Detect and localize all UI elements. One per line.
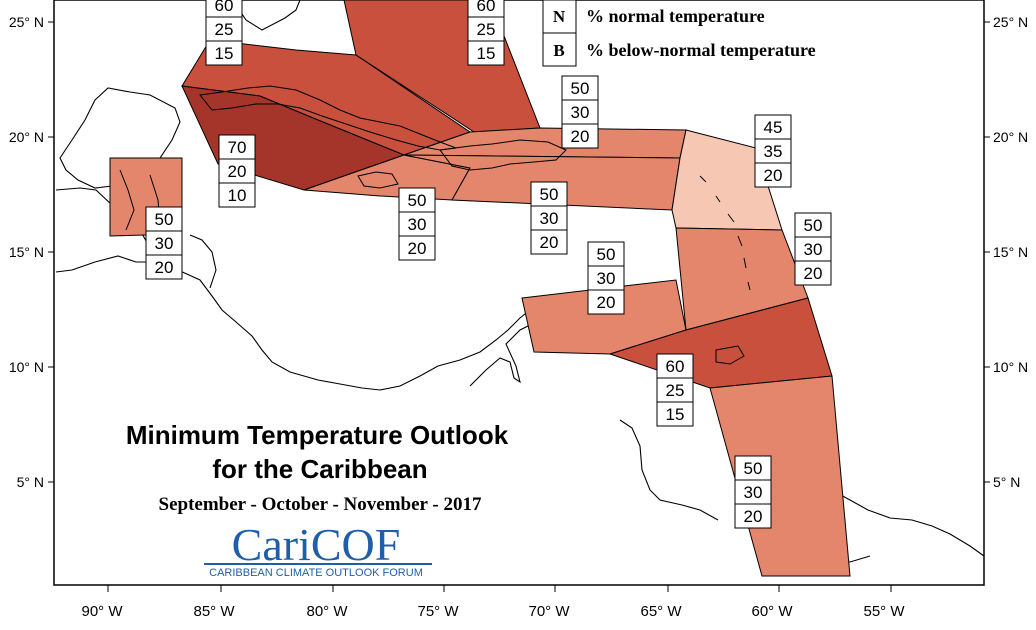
prob-above: 70 bbox=[228, 138, 247, 157]
lon-label: 80° W bbox=[306, 603, 348, 620]
lat-labels-left: 25° N 20° N 15° N 10° N 5° N bbox=[9, 14, 44, 490]
prob-normal: 20 bbox=[228, 162, 247, 181]
lon-label: 90° W bbox=[81, 603, 123, 620]
lon-label: 75° W bbox=[417, 603, 459, 620]
prob-normal: 35 bbox=[764, 142, 783, 161]
legend: N % normal temperature B % below-normal … bbox=[542, 0, 816, 67]
lat-label: 10° N bbox=[993, 359, 1028, 375]
prob-below: 15 bbox=[215, 44, 234, 63]
prob-below: 20 bbox=[597, 293, 616, 312]
prob-above: 60 bbox=[215, 0, 234, 15]
prob-below: 20 bbox=[408, 239, 427, 258]
prob-above: 50 bbox=[744, 459, 763, 478]
prob-stack: 60 25 15 bbox=[205, 0, 243, 66]
prob-stack: 50 30 20 bbox=[530, 181, 568, 255]
prob-normal: 30 bbox=[571, 103, 590, 122]
legend-letter-b: B bbox=[553, 41, 564, 60]
prob-below: 20 bbox=[744, 507, 763, 526]
lat-label: 15° N bbox=[993, 244, 1028, 260]
lon-label: 60° W bbox=[751, 603, 793, 620]
map-subtitle: September - October - November - 2017 bbox=[159, 494, 482, 515]
prob-normal: 30 bbox=[540, 209, 559, 228]
lon-label: 55° W bbox=[863, 603, 905, 620]
prob-above: 60 bbox=[477, 0, 496, 15]
lat-labels-right: 25° N 20° N 15° N 10° N 5° N bbox=[993, 14, 1028, 490]
lat-label: 20° N bbox=[993, 129, 1028, 145]
prob-below: 15 bbox=[477, 44, 496, 63]
legend-text-b: % below-normal temperature bbox=[586, 40, 816, 60]
lon-labels: 90° W 85° W 80° W 75° W 70° W 65° W 60° … bbox=[81, 603, 905, 620]
probability-labels: 60 25 15 60 25 15 70 20 10 50 30 20 50 3… bbox=[145, 0, 832, 529]
prob-normal: 30 bbox=[408, 215, 427, 234]
prob-above: 50 bbox=[540, 185, 559, 204]
prob-stack: 50 30 20 bbox=[398, 187, 436, 261]
logo-main-text: CariCOF bbox=[232, 519, 401, 570]
prob-below: 20 bbox=[540, 233, 559, 252]
axis-ticks bbox=[48, 21, 990, 592]
prob-below: 20 bbox=[804, 264, 823, 283]
prob-below: 20 bbox=[155, 258, 174, 277]
prob-normal: 25 bbox=[215, 20, 234, 39]
prob-normal: 25 bbox=[666, 381, 685, 400]
lon-label: 85° W bbox=[193, 603, 235, 620]
prob-normal: 25 bbox=[477, 20, 496, 39]
lat-label: 15° N bbox=[9, 244, 44, 260]
logo-sub-text: CARIBBEAN CLIMATE OUTLOOK FORUM bbox=[209, 567, 423, 579]
prob-above: 45 bbox=[764, 118, 783, 137]
prob-stack: 50 30 20 bbox=[794, 212, 832, 286]
title-block: Minimum Temperature Outlook for the Cari… bbox=[126, 420, 509, 515]
prob-below: 15 bbox=[666, 405, 685, 424]
prob-normal: 30 bbox=[744, 483, 763, 502]
prob-stack: 45 35 20 bbox=[754, 114, 792, 188]
lon-label: 65° W bbox=[640, 603, 682, 620]
legend-letter-n: N bbox=[553, 7, 566, 26]
lat-label: 20° N bbox=[9, 129, 44, 145]
prob-above: 50 bbox=[597, 245, 616, 264]
lon-label: 70° W bbox=[528, 603, 570, 620]
prob-stack: 50 30 20 bbox=[587, 241, 625, 315]
prob-stack: 70 20 10 bbox=[218, 134, 256, 208]
lat-label: 25° N bbox=[993, 14, 1028, 30]
prob-stack: 60 25 15 bbox=[467, 0, 505, 66]
lat-label: 5° N bbox=[17, 474, 44, 490]
legend-box-b bbox=[542, 32, 577, 67]
prob-stack: 50 30 20 bbox=[734, 455, 772, 529]
prob-above: 50 bbox=[155, 210, 174, 229]
prob-below: 20 bbox=[571, 127, 590, 146]
prob-below: 20 bbox=[764, 166, 783, 185]
prob-above: 50 bbox=[408, 191, 427, 210]
legend-text-n: % normal temperature bbox=[586, 6, 765, 26]
island-outlines bbox=[119, 85, 751, 365]
lat-label: 10° N bbox=[9, 359, 44, 375]
map-title-line1: Minimum Temperature Outlook bbox=[126, 420, 509, 450]
prob-stack: 50 30 20 bbox=[561, 75, 599, 149]
prob-normal: 30 bbox=[597, 269, 616, 288]
prob-normal: 30 bbox=[804, 240, 823, 259]
map-title-line2: for the Caribbean bbox=[212, 454, 427, 484]
caricof-logo: CariCOF CARIBBEAN CLIMATE OUTLOOK FORUM bbox=[204, 519, 432, 579]
prob-above: 50 bbox=[571, 79, 590, 98]
lat-label: 25° N bbox=[9, 14, 44, 30]
prob-normal: 30 bbox=[155, 234, 174, 253]
prob-stack: 50 30 20 bbox=[145, 206, 183, 280]
prob-stack: 60 25 15 bbox=[656, 353, 694, 427]
prob-below: 10 bbox=[228, 186, 247, 205]
prob-above: 60 bbox=[666, 357, 685, 376]
lat-label: 5° N bbox=[993, 474, 1020, 490]
prob-above: 50 bbox=[804, 216, 823, 235]
